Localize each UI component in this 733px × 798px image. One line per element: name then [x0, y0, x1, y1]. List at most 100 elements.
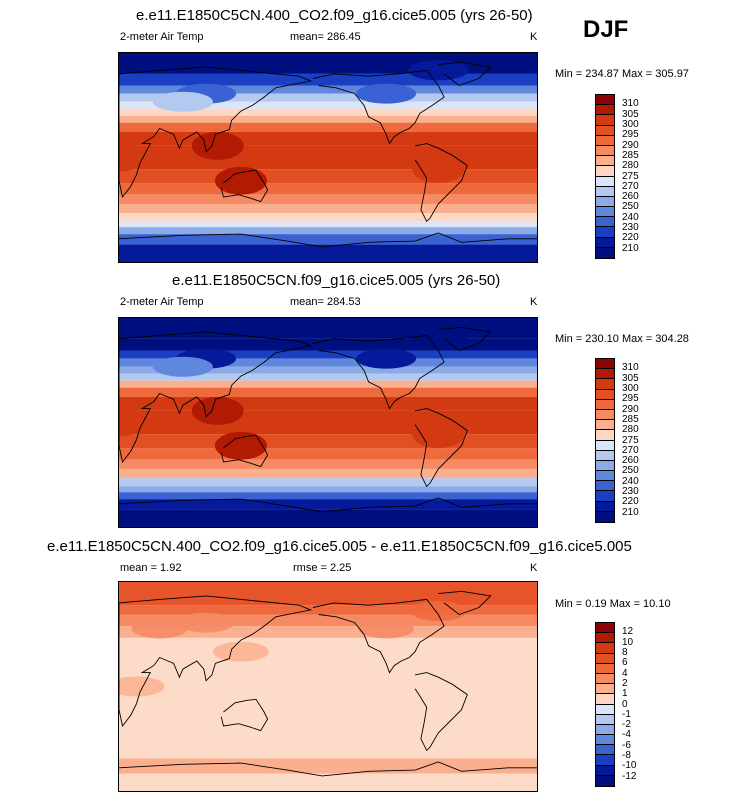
coastline [438, 61, 492, 87]
colorbar-cell [596, 653, 614, 664]
colorbar-tick-label: 250 [622, 465, 639, 477]
field-band [119, 468, 537, 479]
colorbar-tick-label: 4 [622, 667, 628, 679]
colorbar-tick-label: 280 [622, 424, 639, 436]
field-blotch [214, 431, 267, 460]
colorbar-tick-label: 260 [622, 191, 639, 203]
colorbar-cell [596, 501, 614, 512]
colorbar-cell [596, 95, 614, 106]
colorbar-tick-label: -1 [622, 708, 631, 720]
colorbar-cell [596, 704, 614, 715]
field-blotch [119, 676, 165, 697]
field-band [119, 358, 537, 367]
colorbar-cell [596, 135, 614, 146]
colorbar-cell [596, 399, 614, 410]
colorbar-tick-label: 310 [622, 98, 639, 110]
field-band [119, 122, 537, 132]
panel1-units: K [530, 31, 538, 43]
coastline [438, 326, 492, 352]
field-band [119, 758, 537, 774]
colorbar-tick-label: 285 [622, 149, 639, 161]
colorbar-tick-label: 270 [622, 180, 639, 192]
colorbar-tick-label: 295 [622, 393, 639, 405]
field-band [119, 605, 537, 615]
field-band [119, 108, 537, 116]
coastline [119, 595, 313, 728]
colorbar-cell [596, 196, 614, 208]
panel3-map [118, 581, 538, 792]
field-band [119, 85, 537, 94]
colorbar-cell [596, 105, 614, 116]
field-blotch [131, 618, 188, 639]
colorbar-cell [596, 115, 614, 126]
colorbar-cell [596, 379, 614, 390]
field-blotch [412, 420, 465, 449]
field-band [119, 509, 537, 527]
field-band [119, 387, 537, 397]
colorbar-cell [596, 125, 614, 136]
panel1-min-max: Min = 234.87 Max = 305.97 [555, 68, 689, 80]
coastline [119, 761, 537, 777]
colorbar-tick-label: 300 [622, 382, 639, 394]
colorbar-cell [596, 775, 614, 786]
colorbar-cell [596, 623, 614, 634]
colorbar-tick-label: 290 [622, 403, 639, 415]
colorbar-tick-label: 210 [622, 506, 639, 518]
colorbar-tick-label: 270 [622, 444, 639, 456]
colorbar-cell [596, 227, 614, 238]
field-band [119, 492, 537, 500]
panel1-colorbar [595, 94, 615, 259]
panel2-colorbar [595, 358, 615, 523]
colorbar-tick-label: -4 [622, 729, 631, 741]
field-band [119, 221, 537, 228]
colorbar-cell [596, 714, 614, 725]
panel1-mean: mean= 286.45 [290, 31, 361, 43]
colorbar-tick-label: 295 [622, 129, 639, 141]
colorbar-tick-label: -2 [622, 719, 631, 731]
coastline [119, 232, 537, 248]
panel3-min-max: Min = 0.19 Max = 10.10 [555, 598, 671, 610]
field-band [119, 93, 537, 102]
field-blotch [178, 612, 235, 633]
coastline [312, 69, 445, 145]
colorbar-tick-label: 220 [622, 232, 639, 244]
colorbar-cell [596, 369, 614, 380]
colorbar-cell [596, 420, 614, 431]
field-band [119, 234, 537, 245]
field-band [119, 626, 537, 638]
colorbar-cell [596, 237, 614, 248]
coastline [220, 169, 269, 203]
coastline [220, 434, 269, 468]
coastline [119, 331, 313, 464]
colorbar-tick-label: 290 [622, 139, 639, 151]
season-label: DJF [583, 16, 629, 43]
field-blotch [358, 618, 415, 639]
field-band [119, 53, 537, 74]
colorbar-tick-label: 12 [622, 626, 634, 638]
field-band [119, 194, 537, 204]
field-band [119, 478, 537, 487]
coastline [119, 497, 537, 513]
colorbar-cell [596, 156, 614, 167]
panel2-title: e.e11.E1850C5CN.f09_g16.cice5.005 (yrs 2… [172, 272, 501, 289]
colorbar-cell [596, 643, 614, 654]
colorbar-tick-label: 1 [622, 688, 628, 700]
panel2-variable-label: 2-meter Air Temp [120, 296, 204, 308]
colorbar-tick-label: 305 [622, 372, 639, 384]
field-band [119, 115, 537, 123]
panel3-mean: mean = 1.92 [120, 562, 182, 574]
coastline [414, 672, 468, 752]
field-band [119, 244, 537, 262]
colorbar-cell [596, 755, 614, 766]
field-band [119, 227, 537, 235]
colorbar-cell [596, 633, 614, 644]
colorbar-cell [596, 430, 614, 441]
field-blotch [152, 91, 213, 112]
colorbar-cell [596, 460, 614, 472]
colorbar-tick-label: 210 [622, 242, 639, 254]
field-band [119, 73, 537, 86]
colorbar-tick-label: 240 [622, 475, 639, 487]
field-band [119, 380, 537, 388]
colorbar-cell [596, 765, 614, 776]
field-band [119, 486, 537, 493]
